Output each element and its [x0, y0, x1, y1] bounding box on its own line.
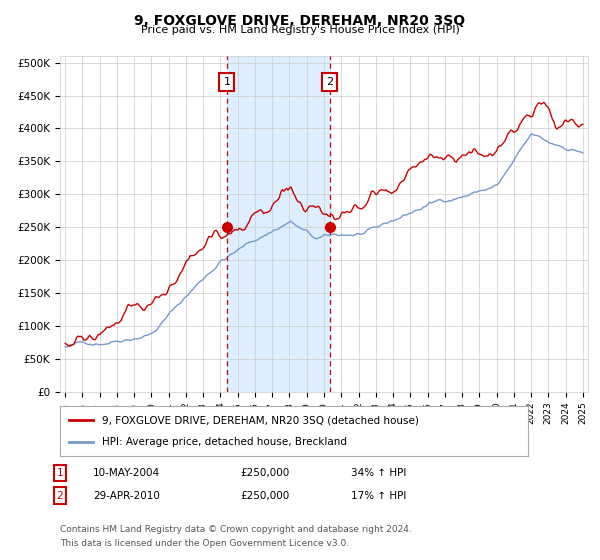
Text: 17% ↑ HPI: 17% ↑ HPI: [351, 491, 406, 501]
Text: 34% ↑ HPI: 34% ↑ HPI: [351, 468, 406, 478]
Text: 1: 1: [223, 77, 230, 87]
Text: This data is licensed under the Open Government Licence v3.0.: This data is licensed under the Open Gov…: [60, 539, 349, 548]
Text: 2: 2: [56, 491, 64, 501]
Text: 1: 1: [56, 468, 64, 478]
Text: £250,000: £250,000: [240, 468, 289, 478]
Text: HPI: Average price, detached house, Breckland: HPI: Average price, detached house, Brec…: [102, 437, 347, 447]
Text: Price paid vs. HM Land Registry's House Price Index (HPI): Price paid vs. HM Land Registry's House …: [140, 25, 460, 35]
Text: 10-MAY-2004: 10-MAY-2004: [93, 468, 160, 478]
Text: 9, FOXGLOVE DRIVE, DEREHAM, NR20 3SQ: 9, FOXGLOVE DRIVE, DEREHAM, NR20 3SQ: [134, 14, 466, 28]
Text: 29-APR-2010: 29-APR-2010: [93, 491, 160, 501]
Text: Contains HM Land Registry data © Crown copyright and database right 2024.: Contains HM Land Registry data © Crown c…: [60, 525, 412, 534]
Text: £250,000: £250,000: [240, 491, 289, 501]
Bar: [227, 56, 329, 392]
Text: 9, FOXGLOVE DRIVE, DEREHAM, NR20 3SQ (detached house): 9, FOXGLOVE DRIVE, DEREHAM, NR20 3SQ (de…: [102, 415, 419, 425]
Text: 2: 2: [326, 77, 333, 87]
